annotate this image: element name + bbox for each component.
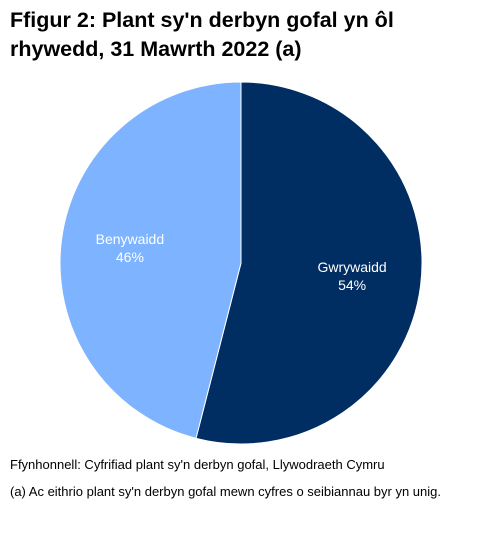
chart-title: Ffigur 2: Plant sy'n derbyn gofal yn ôl … [10, 8, 394, 61]
chart-source: Ffynhonnell: Cyfrifiad plant sy'n derbyn… [10, 457, 385, 472]
slice-value-label-benywaidd: 46% [116, 249, 144, 265]
pie-slice-benywaidd [59, 81, 242, 439]
slice-category-label-benywaidd: Benywaidd [96, 231, 165, 247]
pie-labels: Gwrywaidd 54% Benywaidd 46% [96, 231, 387, 293]
slice-category-label-gwrywaidd: Gwrywaidd [317, 259, 386, 275]
pie-slices [59, 81, 423, 445]
slice-value-label-gwrywaidd: 54% [338, 277, 366, 293]
pie-slice-gwrywaidd [195, 81, 423, 445]
chart-footnote: (a) Ac eithrio plant sy'n derbyn gofal m… [10, 484, 441, 499]
